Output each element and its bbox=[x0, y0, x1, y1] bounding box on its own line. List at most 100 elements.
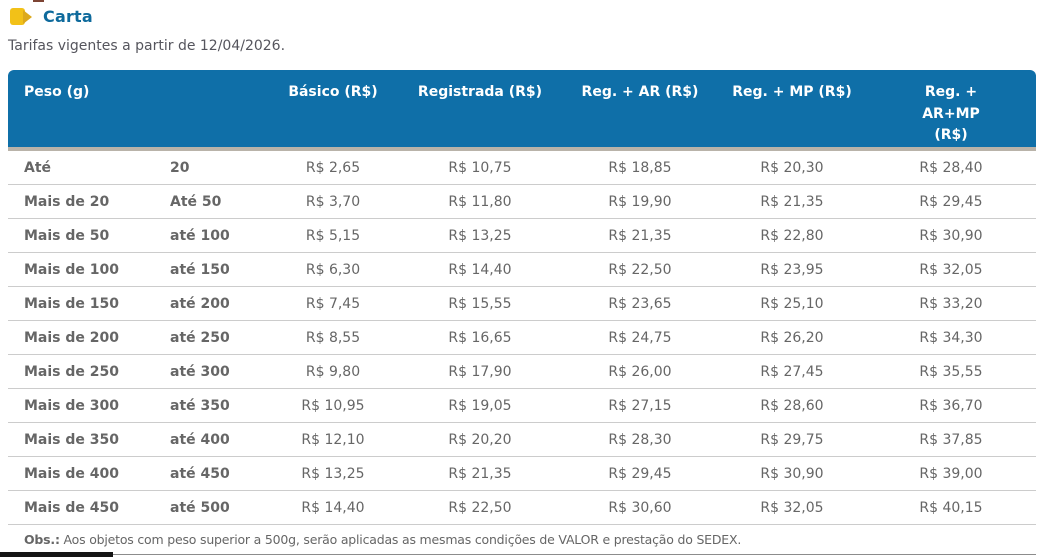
col-header-registrada: Registrada (R$) bbox=[398, 70, 562, 152]
reg-ar-cell: R$ 29,45 bbox=[562, 457, 718, 492]
registrada-cell: R$ 22,50 bbox=[398, 491, 562, 526]
weight-to-cell: até 300 bbox=[148, 355, 268, 390]
weight-from-cell: Mais de 150 bbox=[8, 287, 148, 322]
weight-from-cell: Mais de 20 bbox=[8, 185, 148, 220]
registrada-cell: R$ 11,80 bbox=[398, 185, 562, 220]
weight-from-cell: Mais de 300 bbox=[8, 389, 148, 424]
effective-date-text: Tarifas vigentes a partir de 12/04/2026. bbox=[8, 38, 286, 54]
reg-ar-cell: R$ 18,85 bbox=[562, 151, 718, 186]
tariff-table-body: Até 20 R$ 2,65 R$ 10,75 R$ 18,85 R$ 20,3… bbox=[8, 151, 1036, 526]
weight-from-cell: Mais de 400 bbox=[8, 457, 148, 492]
reg-ar-cell: R$ 21,35 bbox=[562, 219, 718, 254]
note-row: Obs.: Aos objetos com peso superior a 50… bbox=[8, 525, 1036, 556]
reg-mp-cell: R$ 27,45 bbox=[718, 355, 866, 390]
reg-mp-cell: R$ 21,35 bbox=[718, 185, 866, 220]
reg-ar-cell: R$ 19,90 bbox=[562, 185, 718, 220]
table-row: Mais de 200 até 250 R$ 8,55 R$ 16,65 R$ … bbox=[8, 321, 1036, 356]
basico-cell: R$ 10,95 bbox=[268, 389, 398, 424]
reg-ar-cell: R$ 24,75 bbox=[562, 321, 718, 356]
weight-from-cell: Mais de 250 bbox=[8, 355, 148, 390]
reg-ar-mp-cell: R$ 30,90 bbox=[866, 219, 1036, 254]
registrada-cell: R$ 15,55 bbox=[398, 287, 562, 322]
weight-from-cell: Mais de 100 bbox=[8, 253, 148, 288]
reg-ar-cell: R$ 27,15 bbox=[562, 389, 718, 424]
table-row: Mais de 300 até 350 R$ 10,95 R$ 19,05 R$… bbox=[8, 389, 1036, 424]
registrada-cell: R$ 17,90 bbox=[398, 355, 562, 390]
weight-to-cell: até 500 bbox=[148, 491, 268, 526]
weight-from-cell: Mais de 450 bbox=[8, 491, 148, 526]
basico-cell: R$ 8,55 bbox=[268, 321, 398, 356]
weight-from-cell: Até bbox=[8, 151, 148, 186]
registrada-cell: R$ 14,40 bbox=[398, 253, 562, 288]
registrada-cell: R$ 19,05 bbox=[398, 389, 562, 424]
reg-ar-mp-cell: R$ 35,55 bbox=[866, 355, 1036, 390]
basico-cell: R$ 12,10 bbox=[268, 423, 398, 458]
weight-to-cell: até 250 bbox=[148, 321, 268, 356]
tariff-table: Peso (g) Básico (R$) Registrada (R$) Reg… bbox=[8, 70, 1036, 556]
table-row: Mais de 450 até 500 R$ 14,40 R$ 22,50 R$… bbox=[8, 491, 1036, 526]
page-title: Carta bbox=[43, 7, 93, 26]
weight-from-cell: Mais de 50 bbox=[8, 219, 148, 254]
basico-cell: R$ 7,45 bbox=[268, 287, 398, 322]
weight-to-cell: até 150 bbox=[148, 253, 268, 288]
reg-ar-cell: R$ 26,00 bbox=[562, 355, 718, 390]
reg-ar-cell: R$ 22,50 bbox=[562, 253, 718, 288]
reg-ar-mp-cell: R$ 29,45 bbox=[866, 185, 1036, 220]
weight-to-cell: Até 50 bbox=[148, 185, 268, 220]
col-header-peso: Peso (g) bbox=[8, 70, 268, 152]
note-label: Obs.: bbox=[24, 532, 60, 548]
reg-mp-cell: R$ 20,30 bbox=[718, 151, 866, 186]
reg-mp-cell: R$ 23,95 bbox=[718, 253, 866, 288]
table-row: Mais de 20 Até 50 R$ 3,70 R$ 11,80 R$ 19… bbox=[8, 185, 1036, 220]
table-row: Mais de 100 até 150 R$ 6,30 R$ 14,40 R$ … bbox=[8, 253, 1036, 288]
basico-cell: R$ 5,15 bbox=[268, 219, 398, 254]
basico-cell: R$ 14,40 bbox=[268, 491, 398, 526]
reg-ar-mp-cell: R$ 33,20 bbox=[866, 287, 1036, 322]
registrada-cell: R$ 13,25 bbox=[398, 219, 562, 254]
table-row: Mais de 400 até 450 R$ 13,25 R$ 21,35 R$… bbox=[8, 457, 1036, 492]
col-header-basico: Básico (R$) bbox=[268, 70, 398, 152]
reg-mp-cell: R$ 25,10 bbox=[718, 287, 866, 322]
reg-ar-mp-cell: R$ 39,00 bbox=[866, 457, 1036, 492]
table-row: Mais de 150 até 200 R$ 7,45 R$ 15,55 R$ … bbox=[8, 287, 1036, 322]
registrada-cell: R$ 10,75 bbox=[398, 151, 562, 186]
table-row: Mais de 50 até 100 R$ 5,15 R$ 13,25 R$ 2… bbox=[8, 219, 1036, 254]
registrada-cell: R$ 16,65 bbox=[398, 321, 562, 356]
basico-cell: R$ 9,80 bbox=[268, 355, 398, 390]
reg-ar-mp-cell: R$ 32,05 bbox=[866, 253, 1036, 288]
weight-to-cell: até 400 bbox=[148, 423, 268, 458]
tariff-table-footer: Obs.: Aos objetos com peso superior a 50… bbox=[8, 525, 1036, 556]
section-header: Carta bbox=[10, 7, 93, 26]
table-row: Mais de 350 até 400 R$ 12,10 R$ 20,20 R$… bbox=[8, 423, 1036, 458]
reg-mp-cell: R$ 30,90 bbox=[718, 457, 866, 492]
note-cell: Obs.: Aos objetos com peso superior a 50… bbox=[8, 525, 1036, 556]
reg-mp-cell: R$ 29,75 bbox=[718, 423, 866, 458]
basico-cell: R$ 13,25 bbox=[268, 457, 398, 492]
weight-to-cell: até 100 bbox=[148, 219, 268, 254]
reg-mp-cell: R$ 26,20 bbox=[718, 321, 866, 356]
basico-cell: R$ 6,30 bbox=[268, 253, 398, 288]
col-header-reg-mp: Reg. + MP (R$) bbox=[718, 70, 866, 152]
reg-mp-cell: R$ 28,60 bbox=[718, 389, 866, 424]
yellow-tag-arrow-icon bbox=[10, 8, 34, 25]
weight-to-cell: até 200 bbox=[148, 287, 268, 322]
reg-ar-mp-cell: R$ 34,30 bbox=[866, 321, 1036, 356]
col-header-reg-ar-mp: Reg. + AR+MP (R$) bbox=[866, 70, 1036, 152]
reg-ar-mp-cell: R$ 28,40 bbox=[866, 151, 1036, 186]
table-row: Mais de 250 até 300 R$ 9,80 R$ 17,90 R$ … bbox=[8, 355, 1036, 390]
basico-cell: R$ 3,70 bbox=[268, 185, 398, 220]
top-cut-off-element bbox=[33, 0, 44, 2]
weight-to-cell: 20 bbox=[148, 151, 268, 186]
note-text: Aos objetos com peso superior a 500g, se… bbox=[59, 532, 742, 548]
reg-mp-cell: R$ 22,80 bbox=[718, 219, 866, 254]
registrada-cell: R$ 20,20 bbox=[398, 423, 562, 458]
reg-ar-cell: R$ 23,65 bbox=[562, 287, 718, 322]
weight-from-cell: Mais de 350 bbox=[8, 423, 148, 458]
basico-cell: R$ 2,65 bbox=[268, 151, 398, 186]
bottom-cut-off-element bbox=[0, 552, 113, 557]
weight-to-cell: até 450 bbox=[148, 457, 268, 492]
table-row: Até 20 R$ 2,65 R$ 10,75 R$ 18,85 R$ 20,3… bbox=[8, 151, 1036, 186]
weight-to-cell: até 350 bbox=[148, 389, 268, 424]
reg-ar-mp-cell: R$ 36,70 bbox=[866, 389, 1036, 424]
